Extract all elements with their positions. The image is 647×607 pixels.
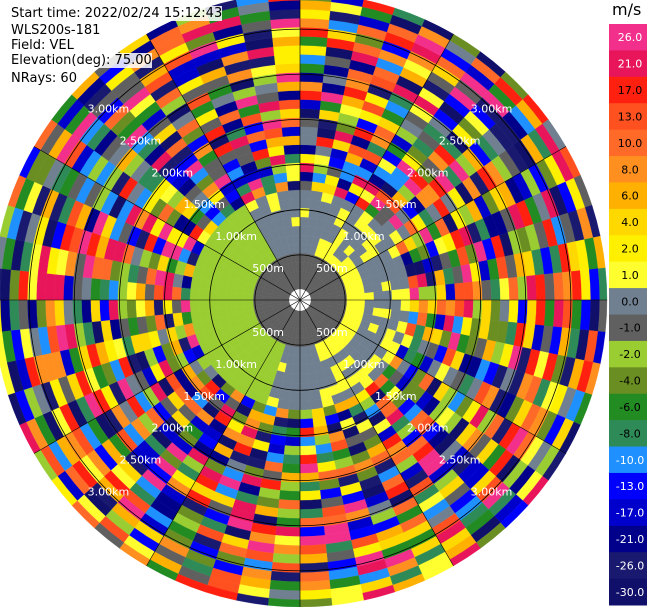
velocity-cell (299, 597, 333, 607)
colorbar-tick-label: -4.0 (619, 375, 640, 388)
colorbar-unit-label: m/s (612, 0, 642, 19)
colorbar-tick-label: -10.0 (616, 454, 644, 467)
elevation-label: Elevation(deg): 75.00 (11, 53, 152, 68)
start-time-label: Start time: 2022/02/24 15:12:43 (11, 6, 223, 21)
colorbar-tick-label: 1.0 (621, 269, 639, 282)
colorbar-tick-label: 0.0 (621, 295, 639, 308)
colorbar-tick-label: -26.0 (616, 559, 644, 572)
field-label: Field: VEL (11, 38, 74, 53)
colorbar-tick-label: -30.0 (616, 586, 644, 599)
colorbar-tick-label: -17.0 (616, 507, 644, 520)
colorbar-tick-label: 4.0 (621, 216, 639, 229)
colorbar-tick-label: 26.0 (618, 31, 643, 44)
instrument-label: WLS200s-181 (11, 23, 101, 38)
colorbar-tick-label: -21.0 (616, 533, 644, 546)
colorbar-tick-label: -8.0 (619, 427, 640, 440)
colorbar-tick-label: 10.0 (618, 137, 643, 150)
velocity-cell (0, 268, 3, 301)
colorbar-tick-label: 21.0 (618, 58, 643, 71)
velocity-cell (0, 299, 3, 332)
colorbar-tick-label: 8.0 (621, 163, 639, 176)
velocity-cells (0, 0, 608, 607)
colorbar-tick-label: 2.0 (621, 242, 639, 255)
colorbar-tick-label: 13.0 (618, 110, 643, 123)
nrays-label: NRays: 60 (11, 71, 77, 86)
velocity-cell (331, 0, 364, 7)
velocity-cell (299, 0, 332, 3)
colorbar-tick-label: 17.0 (618, 84, 643, 97)
velocity-cell (0, 236, 7, 269)
colorbar-tick-label: -13.0 (616, 480, 644, 493)
colorbar-tick-label: -2.0 (619, 348, 640, 361)
colorbar-tick-label: -6.0 (619, 401, 640, 414)
colorbar-tick-label: -1.0 (619, 322, 640, 335)
velocity-cell (0, 331, 7, 364)
velocity-cell (0, 362, 16, 396)
colorbar-tick-label: 6.0 (621, 190, 639, 203)
